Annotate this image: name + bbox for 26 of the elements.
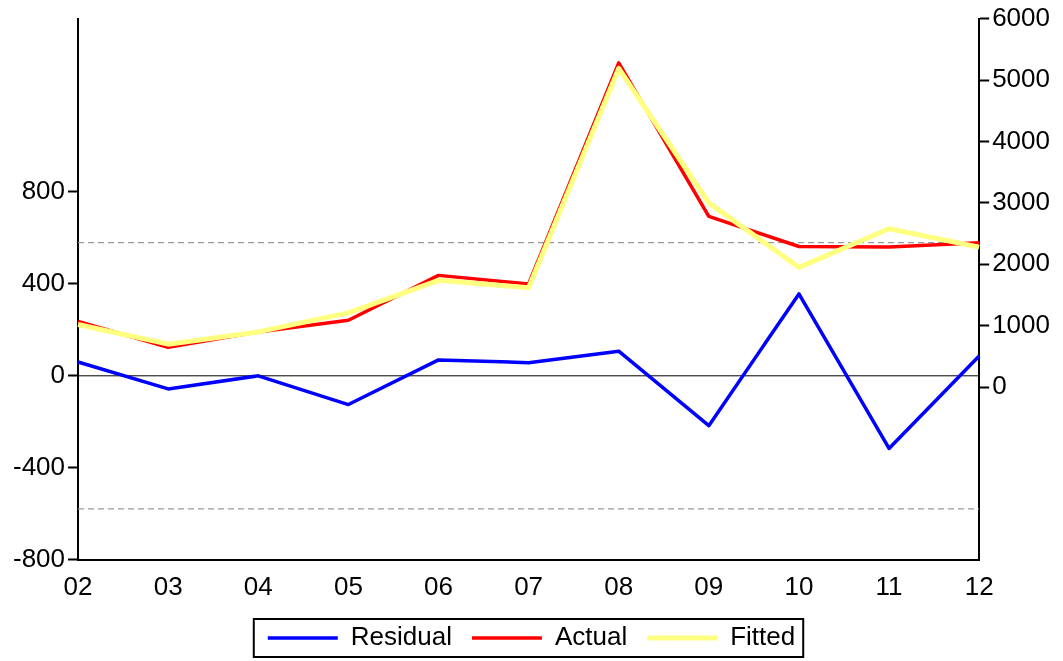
x-tick-label: 04 xyxy=(243,570,273,601)
x-tick-label: 03 xyxy=(153,570,183,601)
y2-tick-label: 4000 xyxy=(992,124,1050,155)
y-tick-label: -800 xyxy=(12,542,66,573)
x-tick-label: 08 xyxy=(604,570,634,601)
y2-tick-label: 2000 xyxy=(992,247,1050,278)
x-tick-label: 02 xyxy=(63,570,93,601)
x-tick-label: 07 xyxy=(514,570,544,601)
y-tick-label: -400 xyxy=(12,450,66,481)
x-tick-label: 12 xyxy=(964,570,994,601)
x-tick-label: 06 xyxy=(424,570,453,601)
y-tick-label: 400 xyxy=(21,266,66,297)
y2-tick-label: 6000 xyxy=(992,1,1050,32)
x-tick-label: 09 xyxy=(694,570,724,601)
legend-label: Actual xyxy=(554,621,628,652)
y-tick-label: 800 xyxy=(21,174,66,205)
legend-label: Fitted xyxy=(730,621,796,652)
legend-label: Residual xyxy=(350,621,452,652)
y2-tick-label: 0 xyxy=(992,370,1007,401)
y2-tick-label: 1000 xyxy=(992,308,1050,339)
y-tick-label: 0 xyxy=(50,358,66,389)
y2-tick-label: 3000 xyxy=(992,186,1050,217)
x-tick-label: 10 xyxy=(784,570,814,601)
x-tick-label: 11 xyxy=(875,570,903,601)
y2-tick-label: 5000 xyxy=(992,63,1050,94)
x-tick-label: 05 xyxy=(333,570,363,601)
